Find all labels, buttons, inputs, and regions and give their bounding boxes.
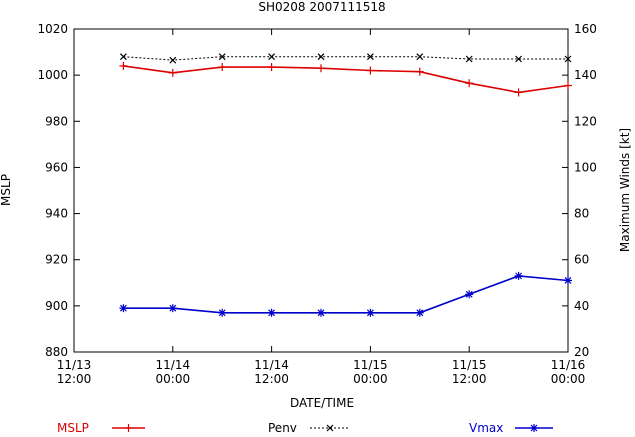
legend-item-vmax: Vmax <box>469 421 553 435</box>
y2-axis-label: Maximum Winds [kt] <box>618 128 632 252</box>
data-point <box>366 53 374 61</box>
y-axis-label: MSLP <box>0 174 13 206</box>
x-tick-label-time: 12:00 <box>57 372 92 386</box>
series-line-vmax <box>123 275 569 314</box>
legend-item-penv: Penv <box>268 421 350 435</box>
series-layer <box>119 53 572 317</box>
chart-title: SH0208 2007111518 <box>258 0 385 14</box>
y-tick-label: 1000 <box>37 68 68 82</box>
data-point <box>268 53 276 61</box>
data-point <box>415 67 424 76</box>
y-tick-label: 900 <box>45 299 68 313</box>
x-tick-label-time: 00:00 <box>156 372 191 386</box>
data-point <box>317 308 325 317</box>
data-point <box>168 68 177 77</box>
y2-tick-label: 60 <box>574 253 589 267</box>
data-point <box>168 304 177 313</box>
data-point <box>326 424 334 432</box>
x-tick-label-date: 11/14 <box>254 358 289 372</box>
legend-item-mslp: MSLP <box>57 421 145 435</box>
x-tick-label-time: 12:00 <box>452 372 487 386</box>
y-tick-label: 880 <box>45 345 68 359</box>
y-axis-left: 880 900 920 940 960 980 1000 1020 <box>37 22 568 359</box>
series-line-penv <box>123 56 568 61</box>
y-tick-label: 980 <box>45 114 68 128</box>
data-point <box>119 53 127 61</box>
y-tick-label: 1020 <box>37 22 68 36</box>
series-line-mslp <box>123 65 569 94</box>
y2-tick-label: 100 <box>574 160 597 174</box>
data-point <box>465 79 474 88</box>
data-point <box>514 271 523 280</box>
data-point <box>267 308 276 317</box>
x-tick-label-time: 00:00 <box>353 372 388 386</box>
data-point <box>119 304 128 313</box>
x-tick-label-date: 11/14 <box>156 358 191 372</box>
x-axis-label: DATE/TIME <box>290 396 354 410</box>
data-point <box>366 66 375 75</box>
y2-tick-label: 20 <box>574 345 589 359</box>
data-point <box>465 290 474 299</box>
x-tick-label-date: 11/15 <box>452 358 487 372</box>
data-point <box>124 424 133 432</box>
legend-label: Penv <box>268 421 297 435</box>
x-tick-label-date: 11/15 <box>353 358 388 372</box>
x-tick-label-date: 11/16 <box>551 358 586 372</box>
data-point <box>267 63 276 72</box>
x-tick-label-time: 12:00 <box>254 372 289 386</box>
y2-tick-label: 80 <box>574 207 589 221</box>
y-tick-label: 940 <box>45 207 68 221</box>
data-point <box>530 424 538 432</box>
data-point <box>564 276 572 285</box>
data-point <box>218 53 226 61</box>
x-axis: 11/1312:0011/1400:0011/1412:0011/1500:00… <box>57 29 586 386</box>
y2-tick-label: 140 <box>574 68 597 82</box>
data-point <box>564 55 572 63</box>
y2-tick-label: 120 <box>574 114 597 128</box>
x-tick-label-date: 11/13 <box>57 358 92 372</box>
data-point <box>416 53 424 61</box>
legend: MSLP Penv Vmax <box>57 421 553 435</box>
data-point <box>415 308 424 317</box>
data-point <box>317 64 325 73</box>
legend-label: MSLP <box>57 421 89 435</box>
y-tick-label: 920 <box>45 253 68 267</box>
y2-tick-label: 40 <box>574 299 589 313</box>
y2-tick-label: 160 <box>574 22 597 36</box>
y-axis-right: 20 40 60 80 100 120 140 160 <box>574 22 597 359</box>
legend-label: Vmax <box>469 421 503 435</box>
data-point <box>514 88 523 97</box>
data-point <box>119 61 128 70</box>
data-point <box>515 55 523 63</box>
data-point <box>218 63 227 72</box>
data-point <box>218 308 227 317</box>
data-point <box>465 55 473 63</box>
data-point <box>317 53 325 61</box>
x-tick-label-time: 00:00 <box>551 372 586 386</box>
data-point <box>564 81 572 90</box>
data-point <box>169 56 177 64</box>
y-tick-label: 960 <box>45 160 68 174</box>
plot-frame <box>73 28 569 353</box>
data-point <box>366 308 375 317</box>
